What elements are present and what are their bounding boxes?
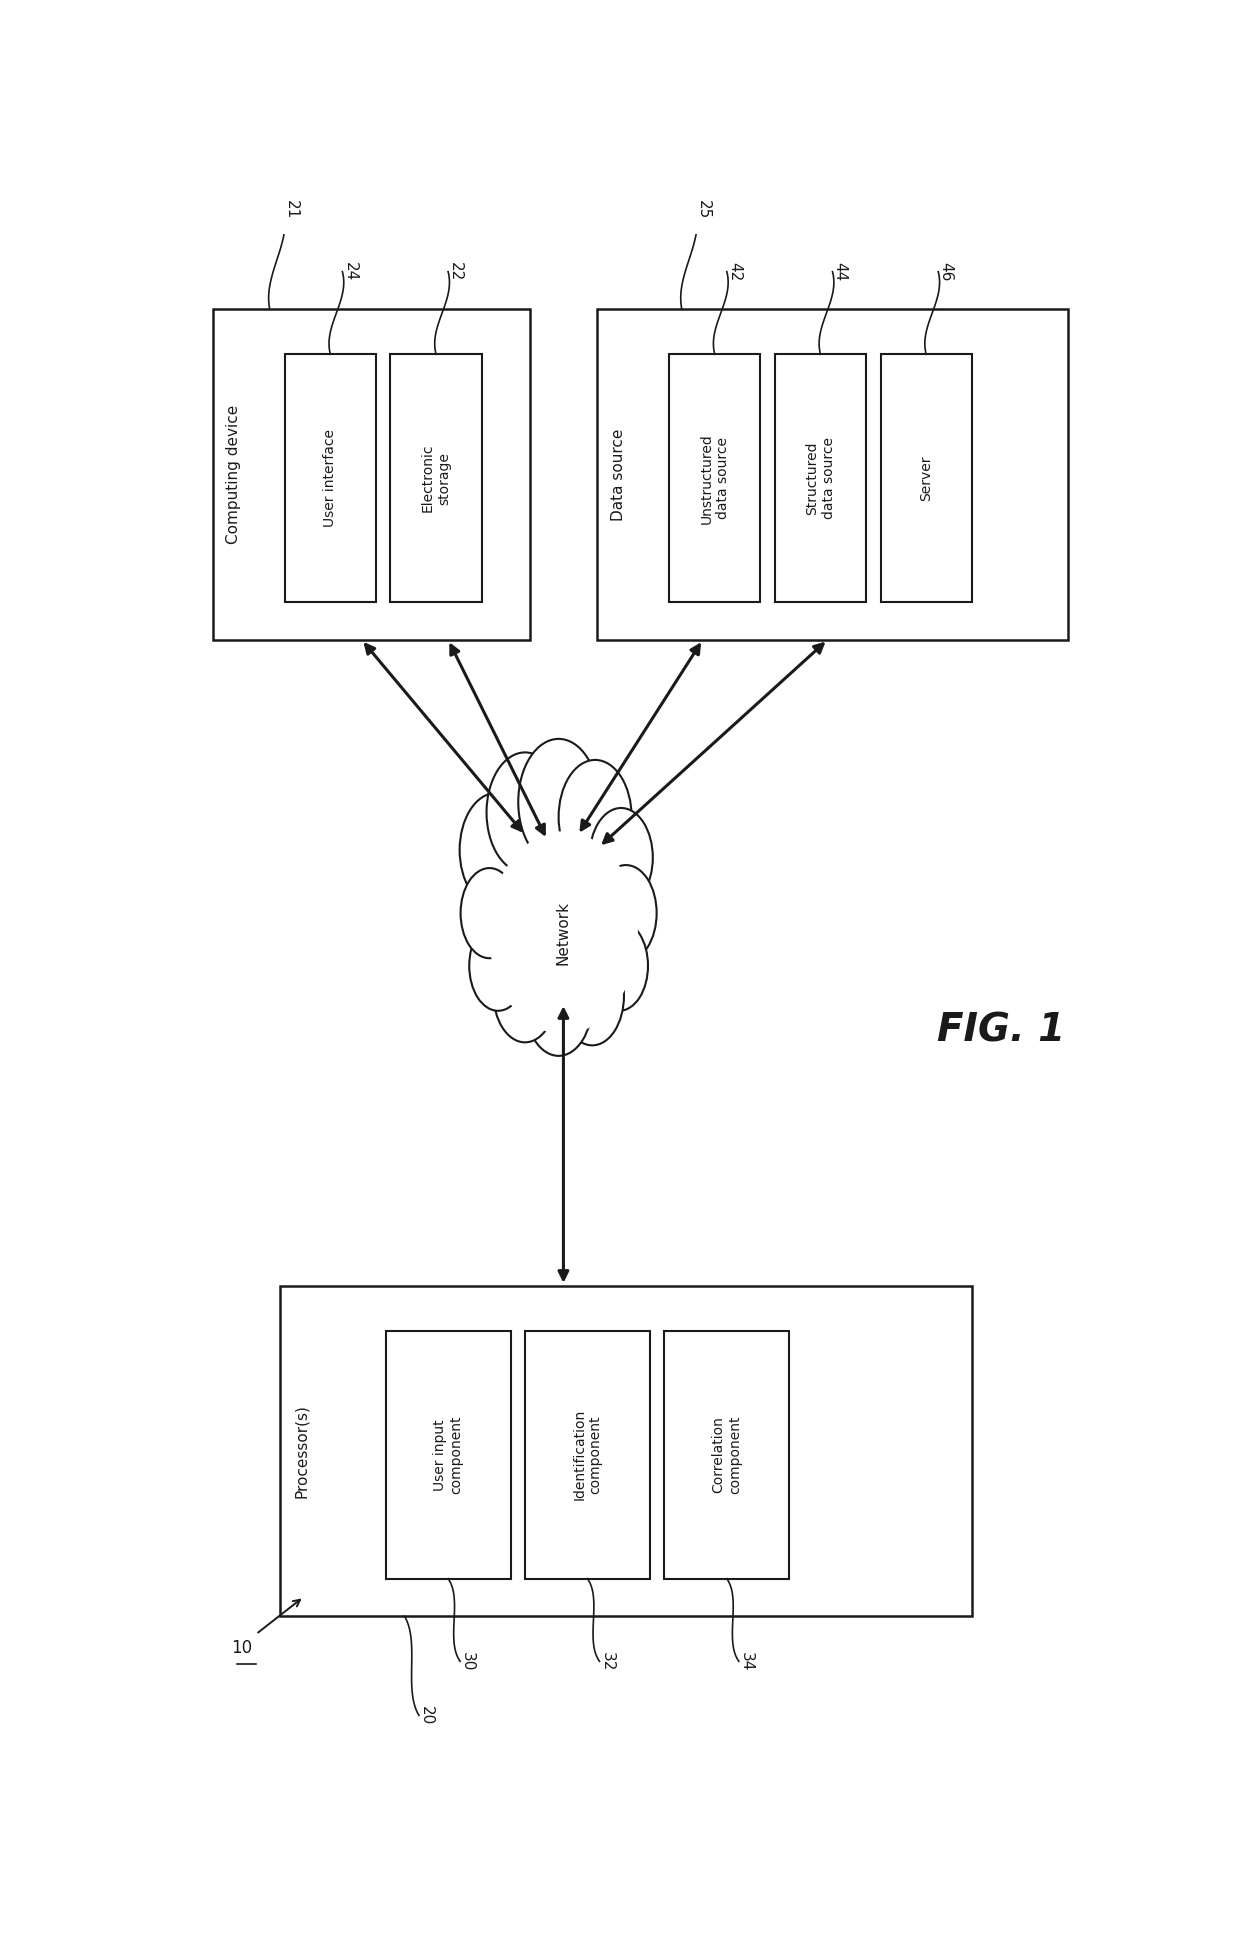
FancyBboxPatch shape xyxy=(386,1331,511,1578)
Ellipse shape xyxy=(525,950,593,1055)
Ellipse shape xyxy=(460,868,518,958)
Ellipse shape xyxy=(460,792,533,907)
Text: 20: 20 xyxy=(419,1705,434,1725)
Text: 46: 46 xyxy=(939,261,954,281)
FancyBboxPatch shape xyxy=(391,355,481,603)
Text: 32: 32 xyxy=(599,1652,615,1670)
FancyBboxPatch shape xyxy=(525,1331,650,1578)
Ellipse shape xyxy=(518,739,599,864)
Ellipse shape xyxy=(595,864,657,962)
Text: 42: 42 xyxy=(727,261,742,281)
FancyBboxPatch shape xyxy=(280,1286,972,1615)
Text: Computing device: Computing device xyxy=(227,406,242,544)
Text: User input
component: User input component xyxy=(433,1416,464,1494)
Ellipse shape xyxy=(494,942,557,1042)
Text: 21: 21 xyxy=(284,201,299,220)
Text: 25: 25 xyxy=(696,201,712,220)
Text: User interface: User interface xyxy=(324,429,337,527)
Text: 22: 22 xyxy=(448,261,463,281)
FancyBboxPatch shape xyxy=(775,355,866,603)
Ellipse shape xyxy=(469,921,527,1011)
Text: Processor(s): Processor(s) xyxy=(294,1405,309,1498)
Ellipse shape xyxy=(489,831,637,1034)
Ellipse shape xyxy=(558,759,631,874)
Text: 44: 44 xyxy=(832,261,847,281)
Text: Server: Server xyxy=(919,455,934,501)
Ellipse shape xyxy=(589,808,652,907)
Text: 30: 30 xyxy=(460,1652,475,1670)
Ellipse shape xyxy=(560,946,624,1046)
Text: Unstructured
data source: Unstructured data source xyxy=(699,433,730,523)
Text: 34: 34 xyxy=(739,1652,754,1670)
Ellipse shape xyxy=(590,921,649,1011)
Text: Data source: Data source xyxy=(611,429,626,521)
FancyBboxPatch shape xyxy=(213,310,529,640)
Text: Identification
component: Identification component xyxy=(573,1409,603,1500)
FancyBboxPatch shape xyxy=(665,1331,789,1578)
Text: FIG. 1: FIG. 1 xyxy=(936,1011,1065,1050)
Text: 10: 10 xyxy=(231,1639,252,1656)
Text: 24: 24 xyxy=(342,261,357,281)
Text: Structured
data source: Structured data source xyxy=(806,437,836,519)
FancyBboxPatch shape xyxy=(670,355,760,603)
Text: Correlation
component: Correlation component xyxy=(712,1416,742,1494)
Ellipse shape xyxy=(486,753,563,872)
FancyBboxPatch shape xyxy=(596,310,1068,640)
FancyBboxPatch shape xyxy=(880,355,972,603)
Text: Network: Network xyxy=(556,901,570,964)
Text: Electronic
storage: Electronic storage xyxy=(422,445,451,513)
FancyBboxPatch shape xyxy=(285,355,376,603)
